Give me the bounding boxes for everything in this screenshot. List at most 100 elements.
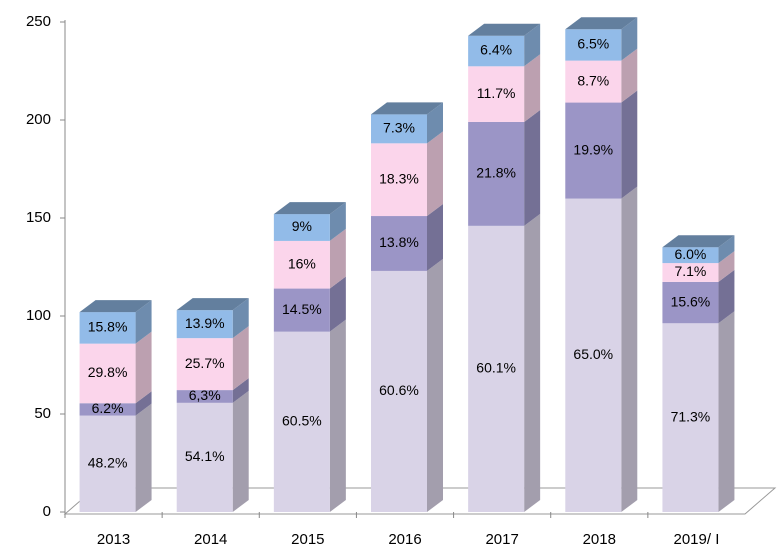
segment-label: 18.3% [379,170,419,186]
bar-side [524,109,541,226]
segment-label: 7.3% [383,120,415,136]
x-tick-label: 2013 [97,531,130,548]
bar-segment [662,281,719,324]
bar-side [427,102,443,144]
bar-side [718,251,735,282]
bar-side [329,319,346,512]
bar-segment [273,214,330,241]
segment-label: 16% [288,255,316,271]
bar-segment [273,240,330,289]
bar-segment [371,143,427,217]
bar-side [232,298,249,339]
bar-side [232,390,249,512]
bar-segment [176,390,233,403]
bar-side [621,48,638,103]
bar-side [427,258,443,512]
bar-top [371,102,443,115]
bar-segment [371,270,427,512]
bar-side [135,391,152,416]
bar-top [79,300,152,313]
bar-side [621,186,638,512]
bar-top [468,23,541,36]
y-tick-label: 100 [26,307,51,324]
x-tick-label: 2016 [388,531,421,548]
segment-label: 14.5% [282,301,322,317]
bar-segment [273,331,330,512]
x-tick-label: 2015 [291,531,324,548]
segment-label: 21.8% [476,165,516,181]
bar-segment [662,263,719,282]
x-tick-label: 2014 [194,531,227,548]
segment-label: 29.8% [88,364,128,380]
segment-label: 11.7% [477,85,516,101]
segment-label: 6.0% [674,246,706,262]
y-tick-label: 250 [26,13,51,30]
y-tick-label: 50 [34,405,51,422]
segment-label: 48.2% [88,454,128,470]
segment-label: 71.3% [671,408,711,424]
segment-label: 54.1% [185,448,225,464]
segment-label: 6.5% [577,36,609,52]
segment-label: 60.1% [476,360,516,376]
segment-label: 6,3% [189,387,221,403]
bar-segment [565,198,622,512]
bar-segment [662,247,719,264]
segment-label: 60.5% [282,413,322,429]
bar-side [718,269,735,324]
y-tick-label: 200 [26,111,51,128]
bar-segment [79,415,136,512]
bar-side [135,300,152,344]
bar-top [273,202,346,215]
bar-segment [468,35,525,67]
segment-label: 9% [292,218,312,234]
segment-label: 13.8% [379,234,419,250]
bar-side [524,54,541,122]
bar-top [176,298,249,311]
y-tick-label: 150 [26,209,51,226]
bar-side [718,311,735,512]
segment-label: 7.1% [674,263,706,279]
bar-side [329,276,346,332]
bar-segment [79,403,136,416]
segment-label: 19.9% [573,141,613,157]
bar-side [329,202,346,241]
bar-segment [468,225,525,512]
bar-segment [79,312,136,344]
bar-segment [371,114,427,144]
bar-top [565,17,638,30]
bar-side [718,235,735,264]
segment-label: 6.4% [480,42,512,58]
x-tick-label: 2017 [485,531,518,548]
y-tick-label: 0 [43,503,51,520]
bar-segment [176,310,233,339]
bar-side [135,403,152,512]
bar-segment [565,29,622,61]
x-tick-label: 2018 [583,531,616,548]
bar-segment [662,323,719,512]
bar-side [524,213,541,512]
bar-top [662,235,735,248]
segment-label: 60.6% [379,382,419,398]
bar-side [232,326,249,391]
bar-segment [565,102,622,199]
bar-segment [371,216,427,271]
bar-side [232,378,249,403]
bar-side [427,204,443,271]
bar-segment [176,402,233,512]
segment-label: 13.9% [185,315,225,331]
bar-side [135,331,152,404]
segment-label: 8.7% [577,72,609,88]
bar-side [621,90,638,199]
bar-segment [273,288,330,332]
bar-segment [468,121,525,226]
x-tick-label: 2019/ I [673,531,719,548]
bar-side [524,23,541,67]
bar-side [621,17,638,61]
bar-segment [468,66,525,122]
segment-label: 6.2% [92,400,124,416]
bar-segment [79,343,136,404]
segment-label: 15.6% [671,293,711,309]
segment-label: 65.0% [573,346,613,362]
bar-side [329,228,346,289]
